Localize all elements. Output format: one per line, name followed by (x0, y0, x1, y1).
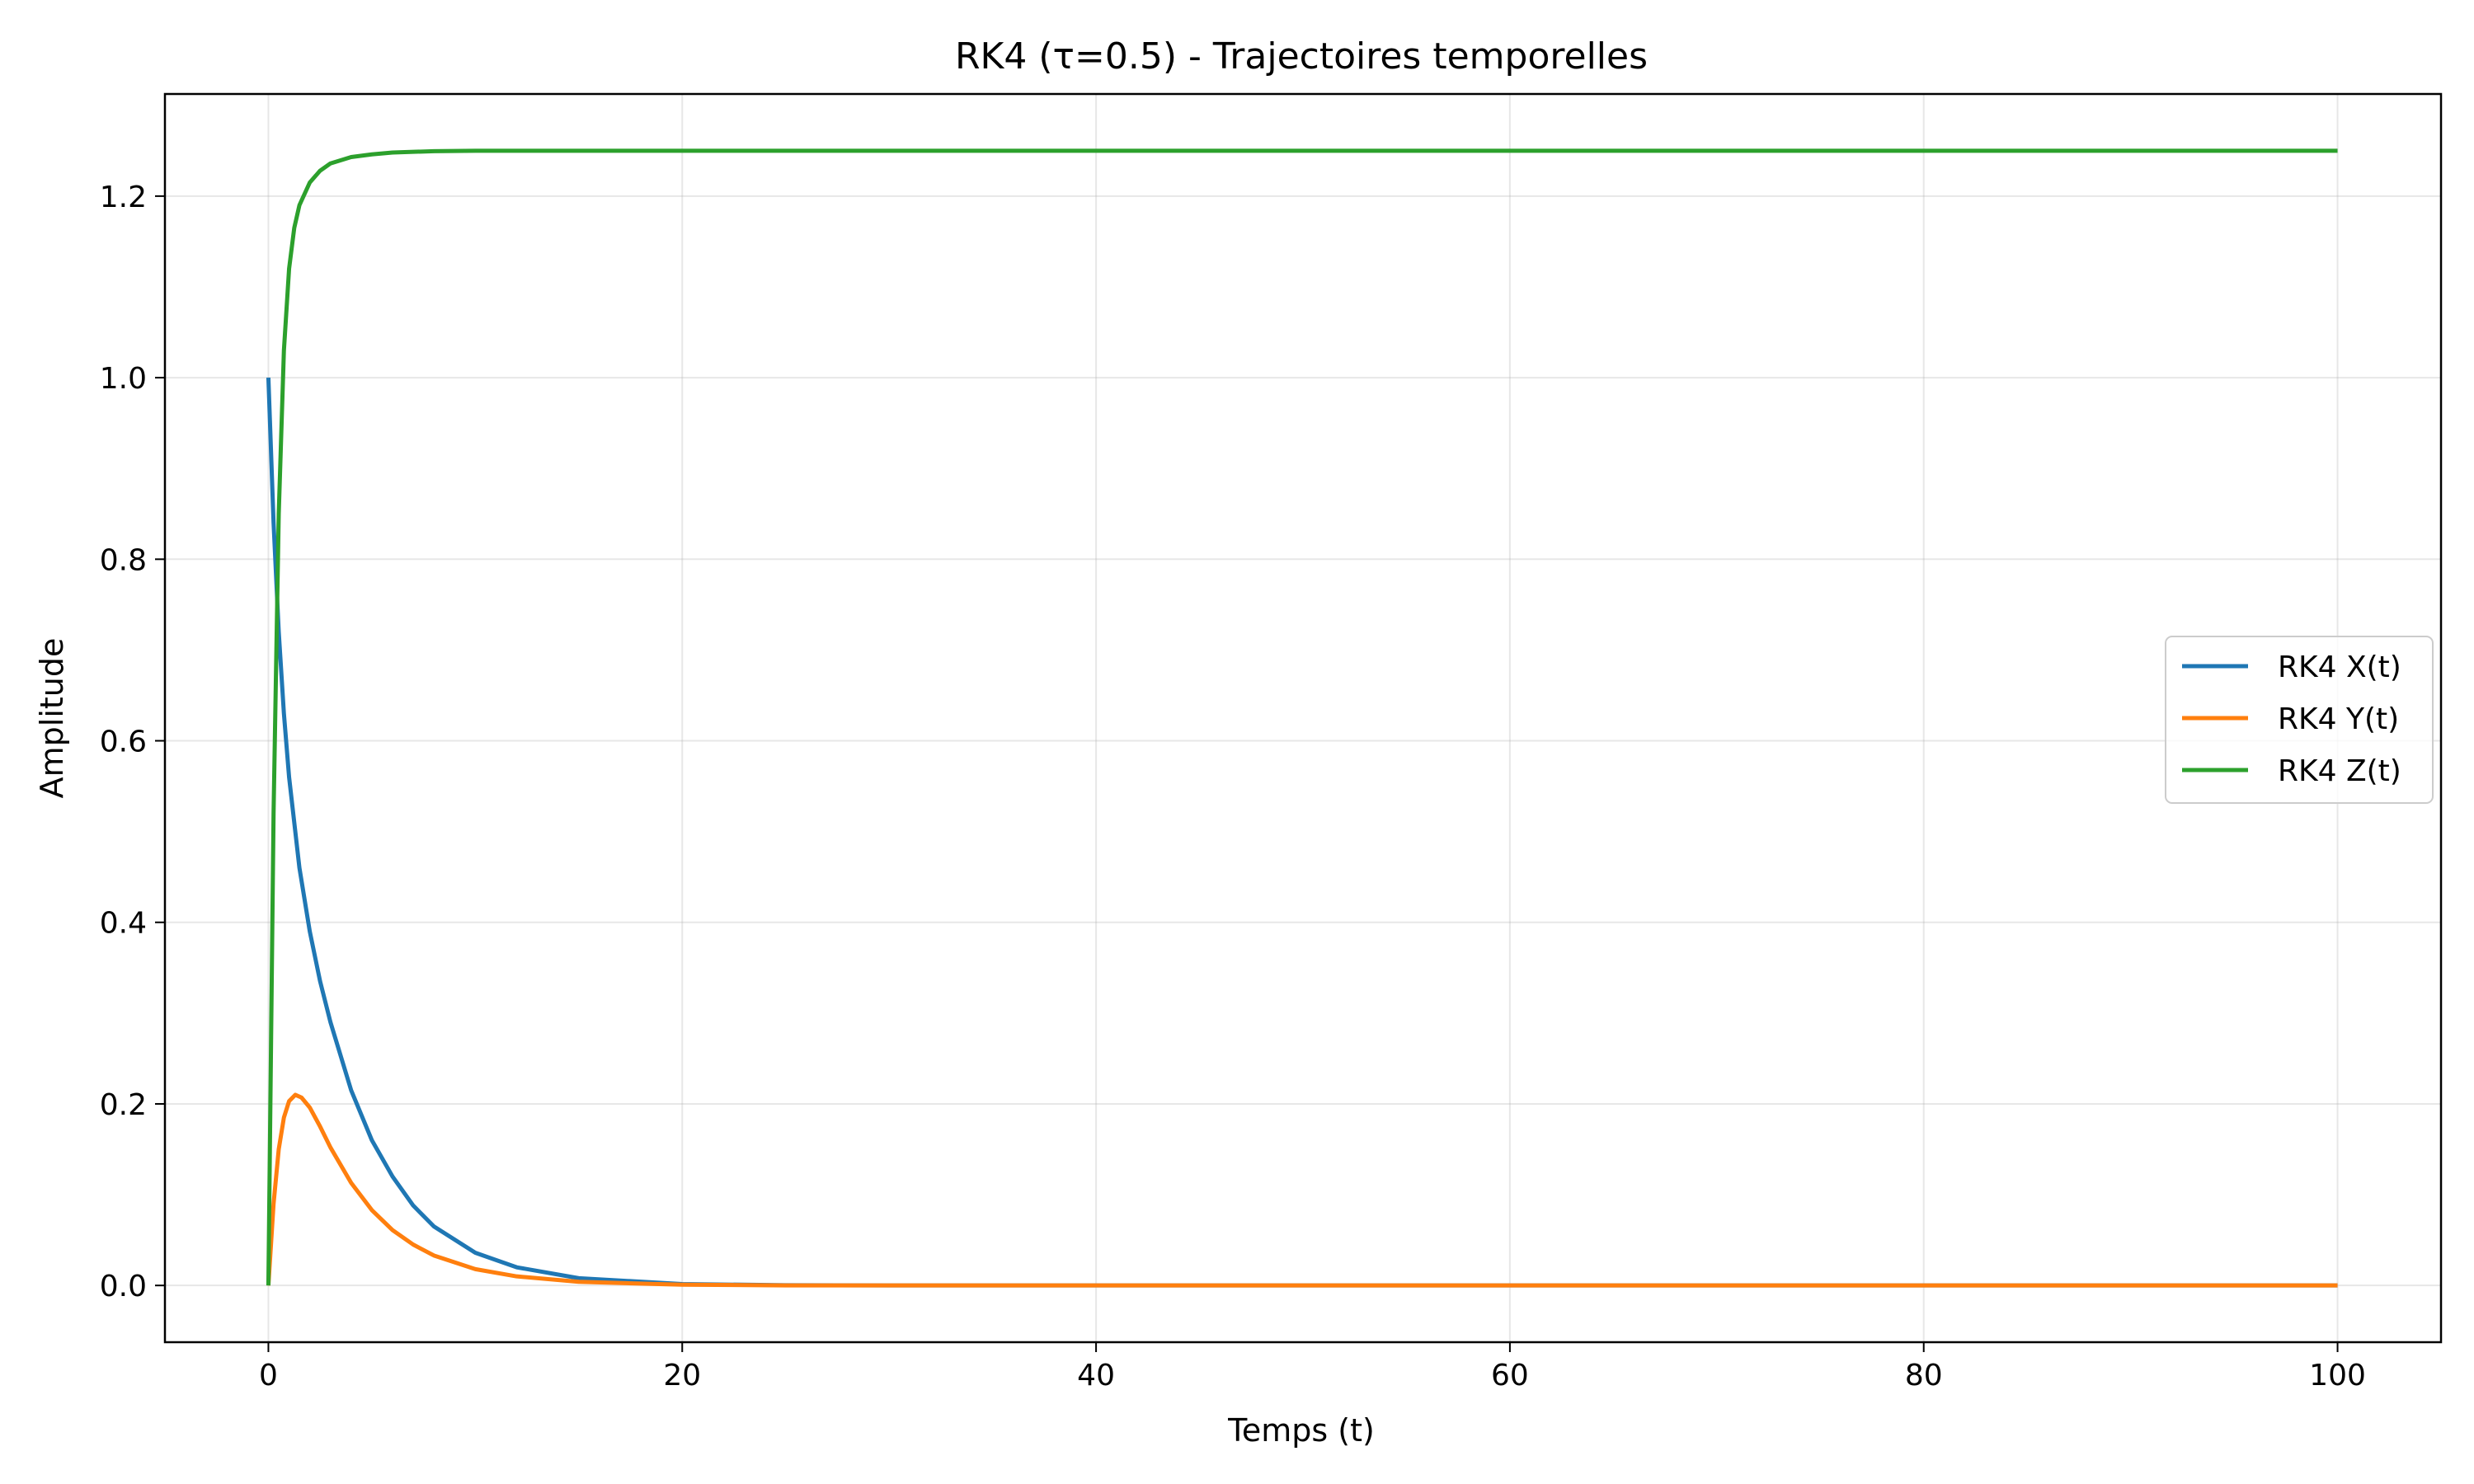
x-tick-label: 20 (663, 1359, 701, 1392)
x-tick-label: 0 (259, 1359, 278, 1392)
chart-title: RK4 (τ=0.5) - Trajectoires temporelles (955, 35, 1648, 77)
y-tick-label: 0.2 (100, 1088, 147, 1122)
y-tick-label: 0.0 (100, 1270, 147, 1303)
legend-box (2165, 636, 2434, 804)
y-tick-label: 1.0 (100, 362, 147, 396)
y-tick-label: 0.8 (100, 543, 147, 577)
x-tick-label: 60 (1491, 1359, 1529, 1392)
series-layer (266, 148, 2338, 1288)
x-tick-label: 40 (1077, 1359, 1115, 1392)
y-axis: 0.0 0.2 0.4 0.6 0.8 1.0 1.2 (100, 181, 165, 1303)
x-axis-label: Temps (t) (1227, 1412, 1375, 1449)
y-axis-label: Amplitude (34, 638, 70, 799)
series-line-2 (266, 1092, 2338, 1288)
y-tick-label: 1.2 (100, 181, 147, 214)
plot-frame (163, 92, 2443, 1344)
y-tick-label: 0.6 (100, 726, 147, 759)
x-axis: 0 20 40 60 80 100 (259, 1342, 2366, 1392)
legend-label: RK4 X(t) (2278, 650, 2401, 684)
x-tick-label: 80 (1905, 1359, 1943, 1392)
x-tick-label: 100 (2309, 1359, 2366, 1392)
y-tick-label: 0.4 (100, 907, 147, 941)
legend: RK4 X(t) RK4 Y(t) RK4 Z(t) (2165, 636, 2434, 804)
legend-label: RK4 Y(t) (2278, 702, 2399, 736)
series-line-3 (266, 148, 2338, 1286)
legend-label: RK4 Z(t) (2278, 754, 2401, 788)
